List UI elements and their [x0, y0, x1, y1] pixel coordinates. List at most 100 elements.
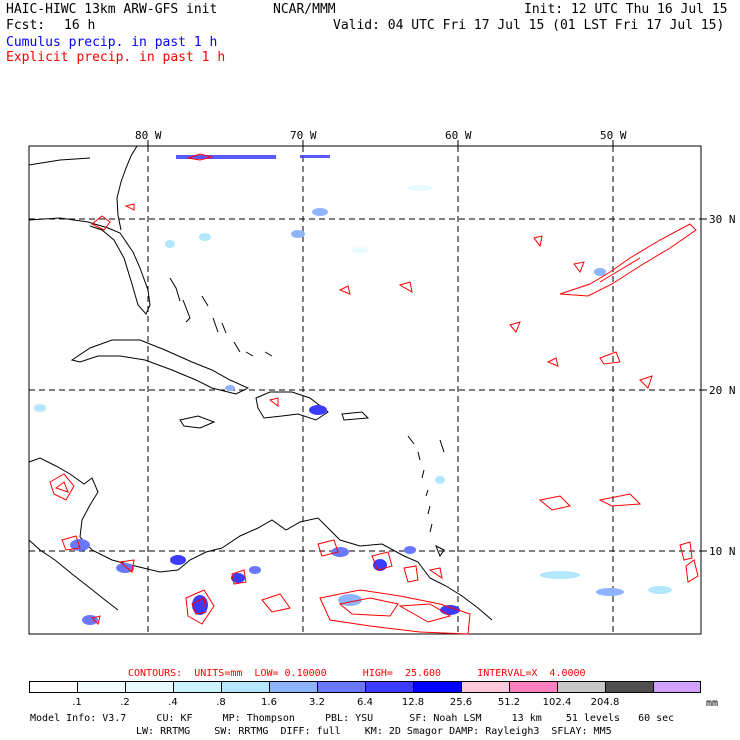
axis-labels: 80 W 70 W 60 W 50 W 30 N 20 N 10 N: [135, 129, 736, 558]
explicit-contour-cell: [231, 569, 247, 585]
explicit-contour-cell: [338, 597, 399, 617]
colorbar-level-label: 51.2: [497, 697, 521, 708]
cumulus-cell: [404, 546, 416, 554]
explicit-contour-cell: [338, 285, 351, 295]
cumulus-cell: [291, 230, 305, 238]
init-time: Init: 12 UTC Thu 16 Jul 15: [524, 2, 728, 17]
explicit-contour-cell: [91, 615, 101, 625]
explicit-contour-cell: [268, 397, 279, 407]
model-info-line-1: Model Info: V3.7 CU: KF MP: Thompson PBL…: [30, 713, 675, 724]
colorbar-level-label: 25.6: [449, 697, 473, 708]
colorbar-swatch: [605, 681, 654, 693]
lon-label-60w: 60 W: [445, 129, 472, 142]
explicit-contour-cell: [317, 539, 339, 557]
organization-label: NCAR/MMM: [273, 2, 336, 17]
explicit-contour-cell: [191, 597, 207, 615]
lon-label-70w: 70 W: [290, 129, 317, 142]
explicit-contour-cell: [403, 565, 419, 583]
colorbar-level-label: 12.8: [401, 697, 425, 708]
cumulus-cell: [408, 185, 432, 191]
cumulus-cell: [309, 405, 327, 415]
cumulus-cell: [170, 555, 186, 565]
forecast-hours: 16 h: [64, 18, 96, 33]
cumulus-cell: [435, 476, 445, 484]
explicit-contour-cell: [428, 567, 443, 580]
colorbar-swatch: [269, 681, 318, 693]
colorbar-level-label: .1: [72, 697, 82, 708]
lon-label-80w: 80 W: [135, 129, 162, 142]
explicit-contour-cell: [261, 593, 291, 613]
colorbar-swatch: [173, 681, 222, 693]
trinidad-and-tobago: [435, 544, 445, 558]
cumulus-cell: [70, 539, 90, 551]
lat-label-30n: 30 N: [709, 213, 736, 226]
colorbar-level-label: .2: [120, 697, 130, 708]
explicit-contour-cell: [538, 495, 571, 511]
colorbar-swatch: [461, 681, 510, 693]
explicit-contour-cell: [398, 281, 413, 293]
model-info-line-2: LW: RRTMG SW: RRTMG DIFF: full KM: 2D Sm…: [136, 726, 612, 737]
colorbar-level-label: 102.4: [542, 697, 572, 708]
cumulus-cell: [540, 571, 580, 579]
colorbar-level-label: .4: [168, 697, 178, 708]
explicit-contour-cell: [118, 559, 135, 573]
florida-coast: [28, 217, 151, 315]
cuba: [70, 339, 250, 395]
lesser-antilles: [407, 435, 445, 533]
central-america: [28, 457, 223, 573]
explicit-contour-band: [187, 153, 213, 161]
lat-lon-grid: [29, 146, 701, 634]
explicit-contour-cell: [91, 215, 111, 231]
cumulus-cell: [594, 268, 606, 276]
cumulus-cell: [225, 385, 235, 391]
colorbar-swatch: [365, 681, 414, 693]
colorbar-swatch: [29, 681, 78, 693]
cumulus-cell: [231, 573, 245, 583]
cumulus-cell: [331, 547, 349, 557]
us-east-coast: [116, 145, 138, 231]
cumulus-cell: [596, 588, 624, 596]
colorbar-level-label: 6.4: [357, 697, 373, 708]
cumulus-band-north: [176, 155, 276, 159]
hispaniola: [255, 391, 329, 421]
jamaica: [179, 415, 216, 429]
explicit-legend: Explicit precip. in past 1 h: [6, 50, 226, 65]
colorbar-swatch: [77, 681, 126, 693]
explicit-contour-cell: [533, 235, 543, 248]
colorbar-level-label: 204.8: [590, 697, 620, 708]
lon-label-50w: 50 W: [600, 129, 627, 142]
cumulus-cell: [352, 247, 368, 253]
cumulus-band-north-2: [300, 155, 330, 158]
colorbar-swatch: [413, 681, 462, 693]
explicit-contour-cell: [124, 203, 135, 211]
colorbar-level-label: 1.6: [261, 697, 277, 708]
explicit-contour-cell: [54, 481, 69, 493]
coastlines: [28, 145, 493, 621]
contour-info: CONTOURS: UNITS=mm LOW= 0.10000 HIGH= 25…: [128, 668, 586, 679]
cumulus-cell: [249, 566, 261, 574]
colorbar-swatch: [125, 681, 174, 693]
explicit-contour-cell: [371, 551, 393, 571]
explicit-contour-cell: [546, 357, 559, 367]
explicit-contour-cell: [398, 603, 452, 623]
explicit-precip-contours: [49, 153, 699, 635]
colorbar-level-label: .8: [216, 697, 226, 708]
cumulus-cell: [199, 233, 211, 241]
lat-label-20n: 20 N: [709, 384, 736, 397]
cumulus-cell: [34, 404, 46, 412]
colorbar-swatch: [509, 681, 558, 693]
cumulus-cell: [82, 615, 98, 625]
south-america-coast: [221, 517, 493, 621]
explicit-contour-cell: [49, 473, 75, 501]
explicit-contour-cell: [598, 493, 642, 507]
gulf-coast: [28, 157, 91, 166]
puerto-rico: [341, 411, 370, 421]
colorbar-level-label: 3.2: [309, 697, 325, 708]
colorbar-swatch: [557, 681, 606, 693]
central-america-pacific: [28, 539, 119, 611]
cumulus-cell: [648, 586, 672, 594]
cumulus-cell: [165, 240, 175, 248]
colorbar-swatch: [653, 681, 701, 693]
explicit-contour-cell: [509, 321, 521, 333]
